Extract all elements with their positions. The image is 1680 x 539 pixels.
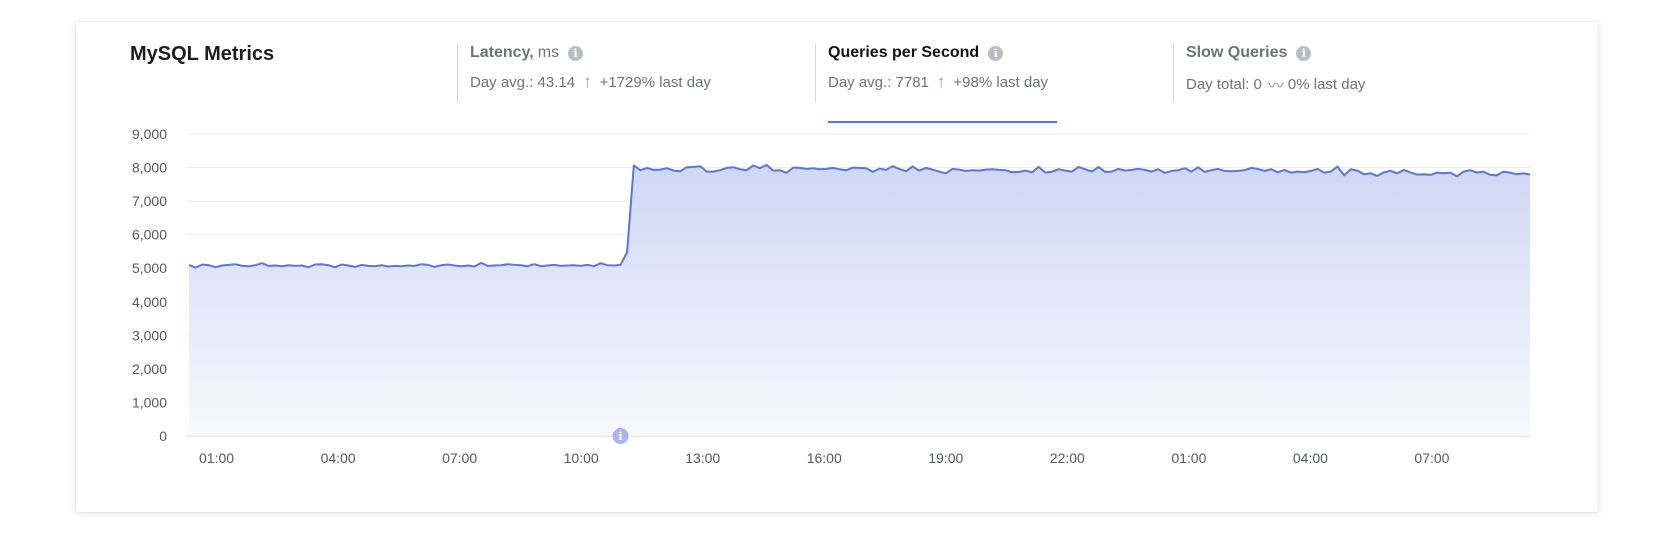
- y-tick-label: 4,000: [132, 294, 167, 310]
- info-icon[interactable]: i: [988, 45, 1004, 61]
- metric-title: Latency, ms i: [470, 44, 711, 62]
- y-tick-label: 8,000: [132, 160, 167, 176]
- info-icon[interactable]: i: [1296, 45, 1312, 61]
- x-tick-label: 07:00: [1414, 450, 1449, 466]
- metric-qps-change: +98% last day: [953, 73, 1049, 91]
- y-tick-label: 7,000: [132, 193, 167, 209]
- info-icon[interactable]: i: [568, 45, 584, 61]
- metric-slow-title: Slow Queries: [1186, 44, 1288, 61]
- arrow-up-icon: ↑: [583, 72, 592, 91]
- metric-title: Queries per Second i: [828, 44, 1048, 62]
- metric-latency-unit: ms: [537, 44, 560, 61]
- annotation-marker[interactable]: i: [612, 428, 629, 444]
- x-tick-label: 22:00: [1050, 450, 1085, 466]
- y-tick-label: 2,000: [132, 361, 167, 377]
- y-tick-label: 3,000: [132, 327, 167, 343]
- y-tick-label: 9,000: [132, 126, 167, 142]
- annotation-info-icon: i: [618, 430, 622, 443]
- metric-summary-row: Day avg.: 7781 ↑ +98% last day: [828, 72, 1048, 92]
- y-axis: 0 1,000 2,000 3,000 4,000 5,000 6,000 7,000 8,00…: [132, 126, 167, 444]
- metric-latency-change: +1729% last day: [599, 73, 711, 91]
- x-tick-label: 10:00: [564, 450, 599, 466]
- x-axis: 01:00 04:00 07:00 10:00 13:00 16:00 19:00 22:00…: [199, 450, 1450, 466]
- arrow-up-icon: ↑: [936, 72, 946, 91]
- x-tick-label: 01:00: [1171, 450, 1206, 466]
- y-tick-label: 5,000: [132, 260, 167, 276]
- series-area: [189, 164, 1530, 436]
- x-tick-label: 07:00: [442, 450, 477, 466]
- metric-summary-row: Day avg.: 43.14 ↑ +1729% last day: [470, 72, 711, 92]
- y-tick-label: 0: [159, 428, 167, 444]
- y-tick-label: 6,000: [132, 227, 167, 243]
- x-tick-label: 16:00: [807, 450, 842, 466]
- x-tick-label: 04:00: [1293, 450, 1328, 466]
- x-tick-label: 04:00: [321, 450, 356, 466]
- metric-latency-summary: Day avg.: 43.14: [470, 73, 576, 91]
- metric-latency-title: Latency,: [470, 44, 534, 61]
- annotation-circle: [612, 428, 629, 444]
- x-tick-label: 01:00: [199, 450, 234, 466]
- x-tick-label: 19:00: [928, 450, 963, 466]
- metric-qps-summary: Day avg.: 7781: [828, 73, 929, 91]
- metric-qps-title: Queries per Second: [828, 44, 980, 61]
- active-metric-underline: [828, 121, 1057, 123]
- trend-flat-icon: 〰: [1267, 78, 1284, 95]
- metric-latency[interactable]: Latency, ms i Day avg.: 43.14 ↑ +1729% l…: [457, 44, 711, 102]
- metric-title: Slow Queries i: [1186, 44, 1365, 62]
- metric-queries-per-second[interactable]: Queries per Second i Day avg.: 7781 ↑ +9…: [815, 44, 1057, 123]
- metric-slow-change: 0% last day: [1287, 75, 1366, 93]
- metric-slow-summary: Day total: 0: [1186, 75, 1262, 93]
- y-tick-label: 1,000: [132, 394, 167, 410]
- card-title: MySQL Metrics: [130, 43, 275, 65]
- x-tick-label: 13:00: [685, 450, 720, 466]
- series-line: [188, 163, 1531, 269]
- metric-slow-queries[interactable]: Slow Queries i Day total: 0 〰 0% last da…: [1173, 44, 1365, 102]
- metric-summary-row: Day total: 0 〰 0% last day: [1186, 72, 1365, 96]
